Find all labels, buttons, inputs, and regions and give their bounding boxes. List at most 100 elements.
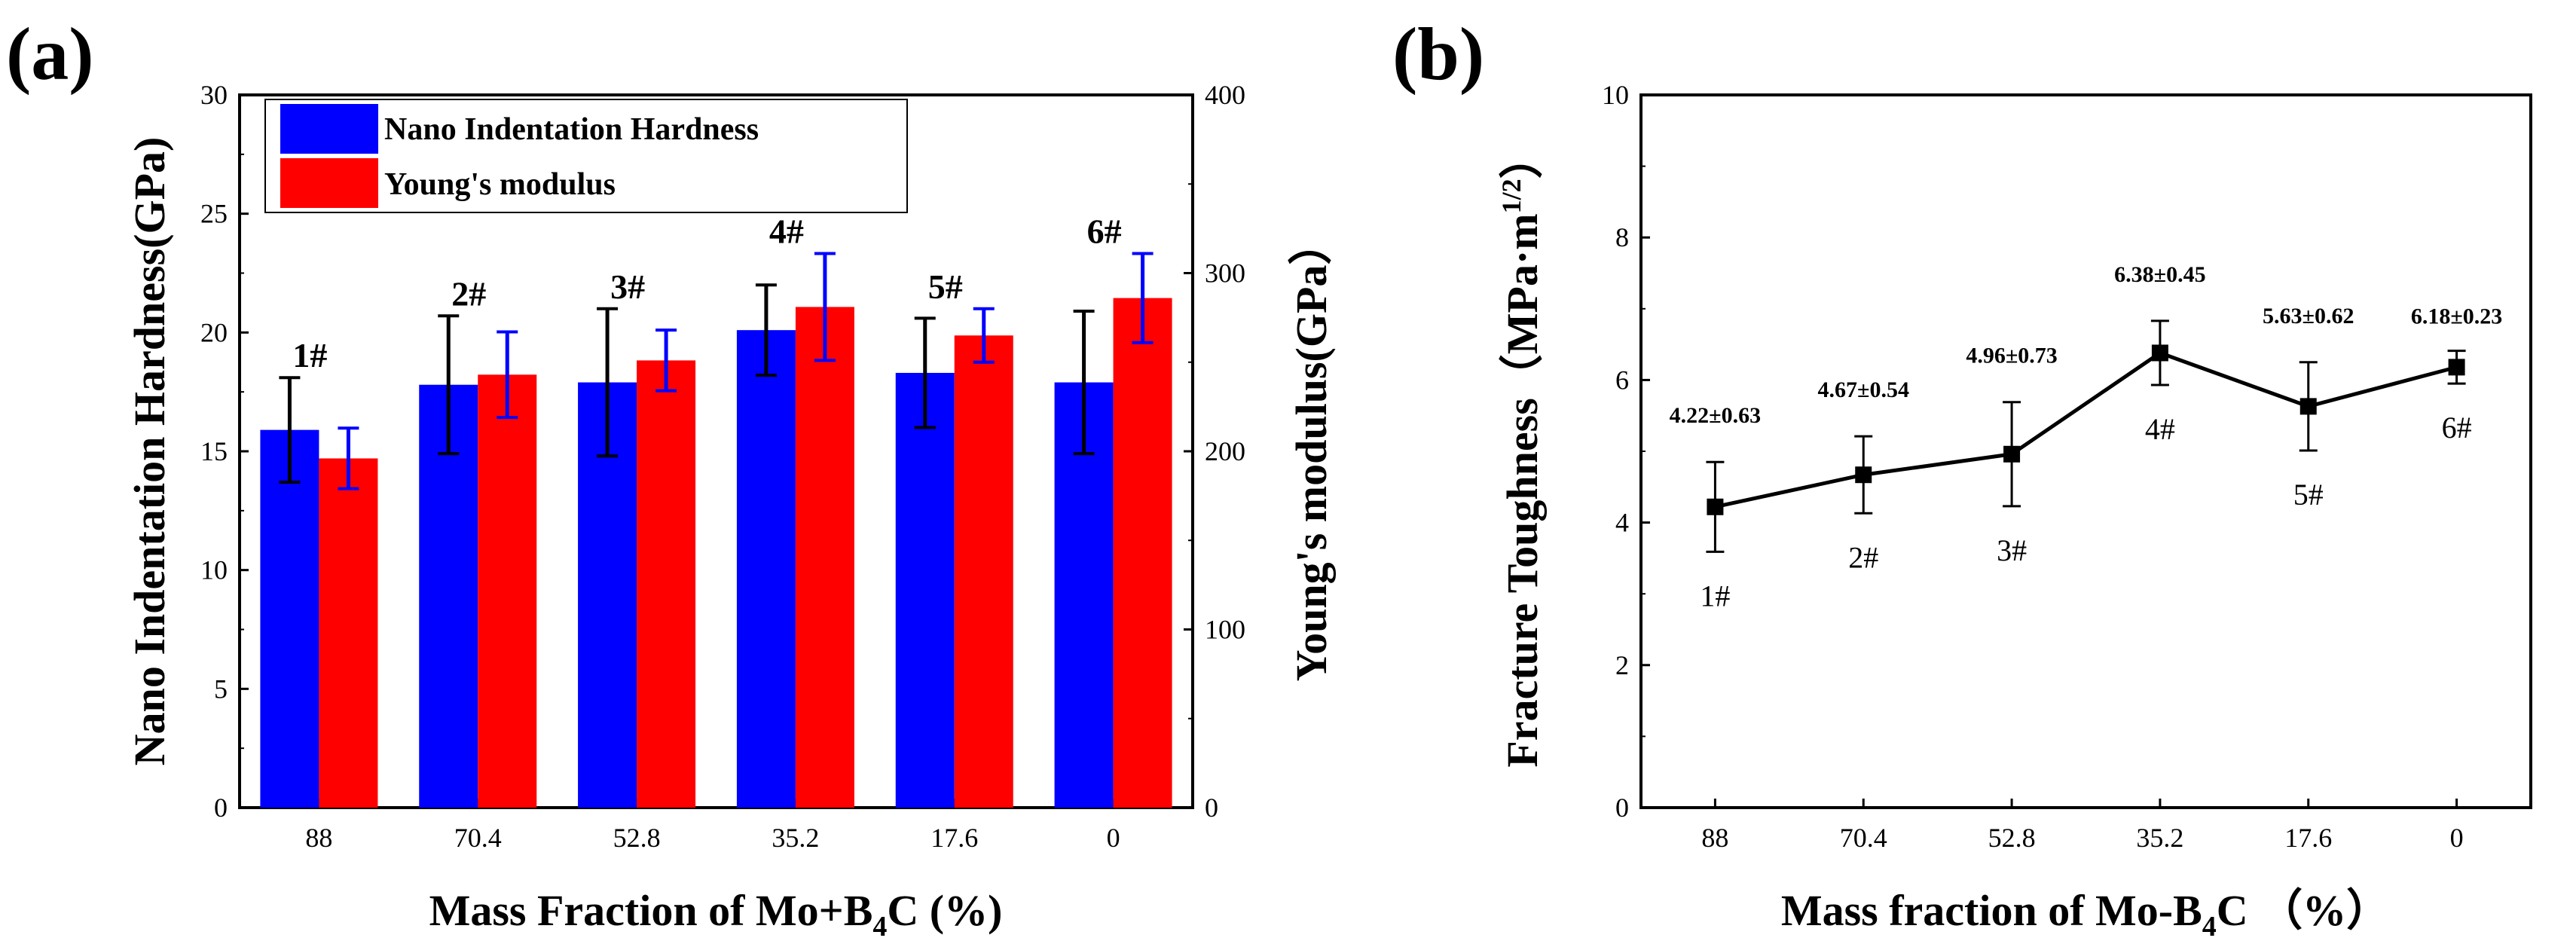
panel-b-y-axis-title-main: Fracture Toughness（MPa·m — [1498, 213, 1547, 767]
panel-b-y-tick-label: 0 — [1615, 793, 1629, 823]
toughness-sample-tag: 4# — [2145, 412, 2175, 446]
toughness-line — [1714, 350, 2458, 509]
panel-b-x-tick-label: 52.8 — [1988, 823, 2036, 853]
panel-b-x-axis-ticks: 88 70.4 52.8 35.2 17.6 0 — [1701, 799, 2464, 853]
panel-a-y2-axis-title: Young's modulus(GPa） — [1287, 221, 1336, 682]
panel-a-left-tick-label: 20 — [200, 317, 228, 347]
panel-a-bars — [260, 298, 1172, 808]
panel-b-x-tick-label: 35.2 — [2136, 823, 2183, 853]
panel-a-right-tick-label: 100 — [1205, 615, 1245, 645]
panel-a-x-tick-label: 88 — [305, 823, 332, 853]
panel-a-right-tick-label: 300 — [1205, 258, 1245, 289]
sample-tag: 1# — [292, 336, 327, 374]
panel-a-bar-chart: (a) 0 5 10 15 20 25 30 0 100 200 300 400 88 70.4 52.… — [6, 12, 1336, 942]
sample-tag: 6# — [1087, 212, 1122, 250]
panel-a-error-bars — [279, 252, 1154, 490]
panel-a-right-axis-ticks: 0 100 200 300 400 — [1184, 80, 1245, 823]
toughness-point — [2448, 359, 2465, 376]
panel-b-y-axis-title-sup: 1/2 — [1496, 179, 1526, 213]
panel-b-x-axis-title-main: Mass fraction of Mo-B — [1781, 886, 2202, 935]
toughness-data-label: 6.18±0.23 — [2411, 304, 2502, 329]
bar-hardness — [736, 330, 796, 808]
legend-label-hardness: Nano Indentation Hardness — [384, 112, 759, 147]
sample-tag: 5# — [928, 267, 963, 306]
panel-b-label: (b) — [1392, 12, 1484, 96]
panel-b-y-tick-label: 2 — [1615, 650, 1629, 680]
panel-b-x-tick-label: 88 — [1701, 823, 1728, 853]
sample-tag: 4# — [769, 212, 804, 250]
panel-a-x-tick-label: 0 — [1107, 823, 1120, 853]
sample-tag: 2# — [451, 274, 486, 313]
legend-swatch-hardness — [280, 104, 378, 154]
panel-a-right-tick-label: 200 — [1205, 436, 1245, 466]
panel-b-y-tick-label: 8 — [1615, 222, 1629, 252]
panel-a-right-tick-label: 400 — [1205, 80, 1245, 110]
panel-a-label: (a) — [6, 12, 94, 96]
panel-a-left-tick-label: 15 — [200, 436, 228, 466]
bar-modulus — [795, 307, 854, 808]
panel-b-series-line — [1714, 350, 2458, 509]
toughness-data-label: 4.67±0.54 — [1818, 377, 1909, 402]
panel-a-x-axis-title: Mass Fraction of Mo+B4C (%) — [429, 886, 1003, 942]
panel-b-y-axis-title-tail: ） — [1498, 135, 1547, 179]
panel-b-x-tick-label: 0 — [2450, 823, 2464, 853]
panel-b-data-labels: 4.22±0.63 4.67±0.54 4.96±0.73 6.38±0.45 5.63… — [1670, 262, 2503, 428]
panel-b-x-axis-title-sub: 4 — [2202, 911, 2217, 942]
toughness-sample-tag: 6# — [2442, 411, 2472, 445]
toughness-sample-tag: 1# — [1700, 579, 1730, 613]
toughness-data-label: 5.63±0.62 — [2263, 304, 2354, 328]
panel-a-x-tick-label: 17.6 — [930, 823, 978, 853]
panel-a-x-tick-label: 70.4 — [454, 823, 502, 853]
panel-a-left-tick-label: 0 — [214, 793, 228, 823]
panel-a-sample-tags: 1# 2# 3# 4# 5# 6# — [292, 212, 1121, 374]
panel-a-x-axis-ticks: 88 70.4 52.8 35.2 17.6 0 — [305, 799, 1120, 853]
panel-b-y-tick-label: 6 — [1615, 365, 1629, 395]
bar-hardness — [260, 429, 319, 808]
panel-b-y-tick-label: 4 — [1615, 508, 1629, 538]
panel-a-x-axis-title-main: Mass Fraction of Mo+B — [429, 886, 873, 935]
toughness-data-label: 6.38±0.45 — [2114, 262, 2205, 287]
bar-modulus — [319, 458, 378, 808]
panel-a-left-tick-label: 30 — [200, 80, 228, 110]
toughness-sample-tag: 3# — [1997, 533, 2027, 567]
bar-modulus — [478, 374, 537, 808]
toughness-point — [1855, 466, 1872, 484]
panel-b-y-tick-label: 10 — [1602, 80, 1629, 110]
panel-a-x-axis-title-sub: 4 — [872, 911, 887, 942]
legend-label-modulus: Young's modulus — [384, 167, 616, 202]
toughness-point — [2299, 398, 2317, 415]
panel-b-line-chart: (b) 0 2 4 6 8 10 88 70.4 52.8 35.2 17.6 0 4.22±0.6… — [1392, 12, 2532, 942]
toughness-data-label: 4.22±0.63 — [1670, 403, 1761, 428]
panel-a-legend: Nano Indentation Hardness Young's modulu… — [264, 99, 908, 213]
panel-a-right-tick-label: 0 — [1205, 793, 1218, 823]
toughness-data-label: 4.96±0.73 — [1966, 344, 2057, 368]
panel-b-x-tick-label: 17.6 — [2284, 823, 2332, 853]
legend-swatch-modulus — [280, 158, 378, 208]
toughness-sample-tag: 5# — [2293, 478, 2324, 512]
panel-b-x-axis-title-tail: C （%） — [2217, 886, 2390, 935]
panel-a-left-tick-label: 10 — [200, 555, 228, 585]
panel-a-left-axis-ticks: 0 5 10 15 20 25 30 — [200, 80, 249, 823]
panel-b-y-axis-ticks: 0 2 4 6 8 10 — [1602, 80, 1650, 823]
toughness-point — [2003, 445, 2021, 463]
panel-b-points — [1707, 344, 2465, 515]
bar-modulus — [954, 335, 1013, 808]
bar-hardness — [419, 384, 478, 808]
panel-a-x-axis-title-tail: C (%) — [887, 886, 1002, 935]
panel-b-x-tick-label: 70.4 — [1840, 823, 1887, 853]
panel-a-left-tick-label: 25 — [200, 199, 228, 229]
panel-a-left-tick-label: 5 — [214, 674, 228, 704]
toughness-point — [2151, 344, 2168, 362]
toughness-point — [1707, 498, 1724, 515]
panel-b-x-axis-title: Mass fraction of Mo-B4C （%） — [1781, 886, 2390, 942]
sample-tag: 3# — [610, 267, 645, 306]
panel-a-x-tick-label: 35.2 — [772, 823, 819, 853]
bar-modulus — [637, 360, 696, 808]
bar-hardness — [895, 372, 955, 808]
toughness-sample-tag: 2# — [1848, 540, 1878, 574]
panel-a-y-axis-title: Nano Indentation Hardness(GPa) — [125, 137, 174, 766]
panel-b-y-axis-title: Fracture Toughness（MPa·m1/2） — [1496, 135, 1547, 767]
panel-a-x-tick-label: 52.8 — [613, 823, 661, 853]
bar-modulus — [1113, 298, 1172, 808]
